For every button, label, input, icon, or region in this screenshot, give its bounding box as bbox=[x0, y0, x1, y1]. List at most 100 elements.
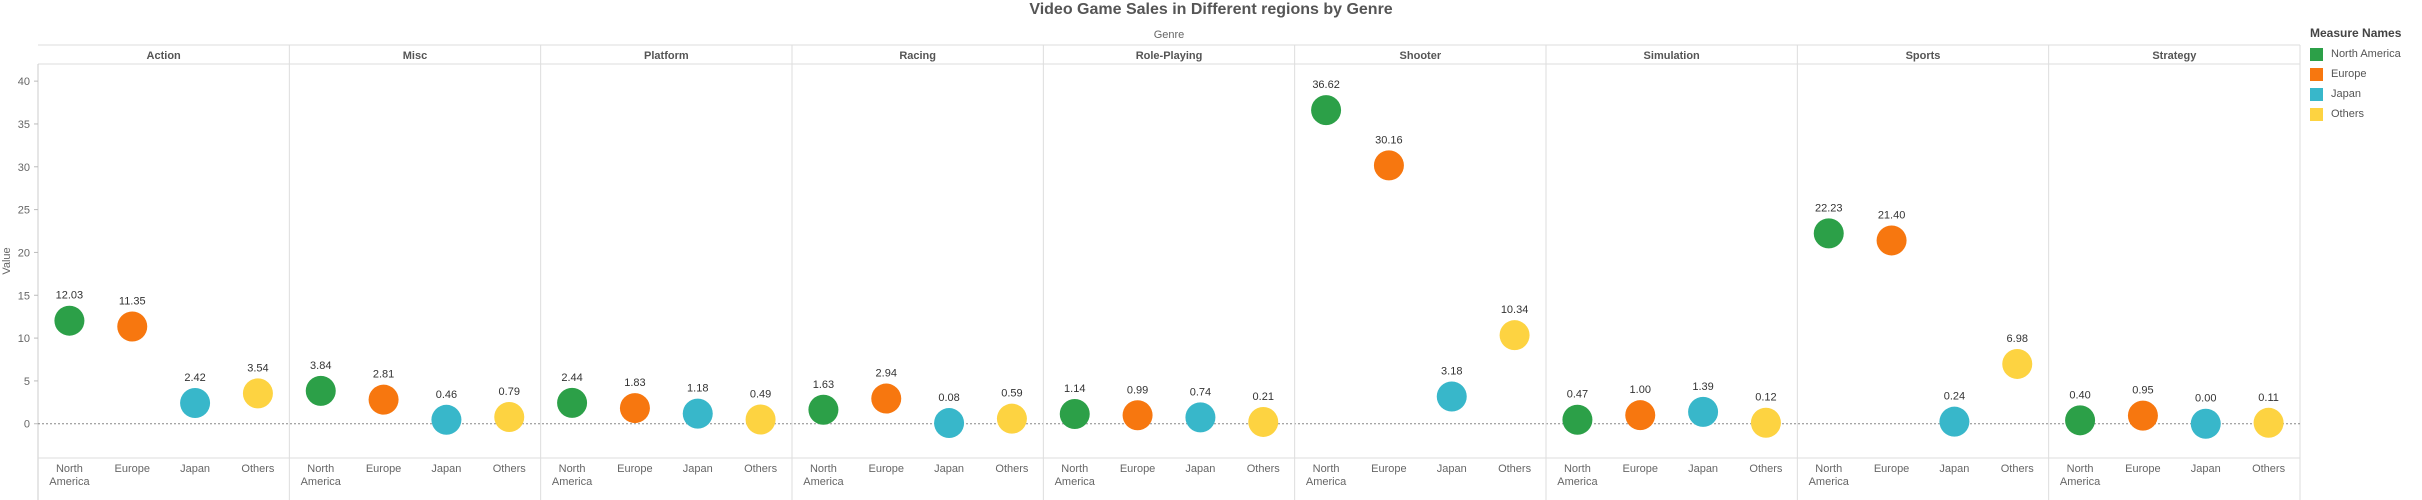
genre-header-sports: Sports bbox=[1906, 50, 1941, 62]
y-axis-title: Value bbox=[1, 247, 13, 274]
data-label: 0.59 bbox=[1001, 388, 1022, 400]
legend-label-others: Others bbox=[2331, 108, 2365, 120]
x-tick-label: Europe bbox=[1623, 463, 1658, 475]
x-tick-label: Europe bbox=[1120, 463, 1155, 475]
data-label: 11.35 bbox=[119, 296, 146, 308]
x-tick-label: North bbox=[1313, 463, 1340, 475]
data-label: 2.44 bbox=[561, 372, 582, 384]
x-tick-label: Europe bbox=[1874, 463, 1909, 475]
x-tick-label: Others bbox=[744, 463, 778, 475]
point-others-sports bbox=[2002, 348, 2033, 379]
x-tick-label: America bbox=[49, 476, 90, 488]
point-north-america-strategy bbox=[2065, 405, 2096, 436]
x-tick-label: Europe bbox=[617, 463, 652, 475]
data-label: 2.94 bbox=[876, 368, 897, 380]
point-japan-action bbox=[180, 388, 211, 419]
genre-header-shooter: Shooter bbox=[1400, 50, 1442, 62]
genre-header-role-playing: Role-Playing bbox=[1136, 50, 1203, 62]
point-japan-sports bbox=[1939, 406, 1970, 437]
data-label: 1.18 bbox=[687, 383, 708, 395]
y-tick-label: 15 bbox=[18, 290, 30, 302]
y-tick-label: 5 bbox=[24, 376, 30, 388]
data-label: 6.98 bbox=[2007, 333, 2028, 345]
x-tick-label: America bbox=[552, 476, 593, 488]
point-north-america-sports bbox=[1813, 218, 1844, 249]
data-label: 0.11 bbox=[2258, 392, 2279, 404]
x-tick-label: North bbox=[1815, 463, 1842, 475]
x-tick-label: North bbox=[307, 463, 334, 475]
legend-item-north-america[interactable]: North America bbox=[2310, 45, 2401, 63]
x-tick-label: Japan bbox=[683, 463, 713, 475]
point-others-misc bbox=[494, 401, 525, 432]
data-label: 22.23 bbox=[1815, 202, 1843, 214]
point-north-america-role-playing bbox=[1059, 398, 1090, 429]
data-label: 12.03 bbox=[56, 290, 84, 302]
point-japan-racing bbox=[934, 408, 965, 439]
x-tick-label: Japan bbox=[431, 463, 461, 475]
point-others-action bbox=[242, 378, 273, 409]
data-label: 0.46 bbox=[436, 389, 457, 401]
x-tick-label: Japan bbox=[180, 463, 210, 475]
point-north-america-platform bbox=[557, 387, 588, 418]
x-tick-label: North bbox=[559, 463, 586, 475]
data-label: 0.47 bbox=[1567, 389, 1588, 401]
x-tick-label: Europe bbox=[366, 463, 401, 475]
data-label: 0.12 bbox=[1755, 392, 1776, 404]
data-label: 3.84 bbox=[310, 360, 331, 372]
data-label: 0.40 bbox=[2069, 389, 2090, 401]
point-japan-shooter bbox=[1436, 381, 1467, 412]
point-japan-simulation bbox=[1688, 396, 1719, 427]
legend-label-europe: Europe bbox=[2331, 68, 2367, 80]
x-tick-label: Europe bbox=[115, 463, 150, 475]
x-tick-label: Others bbox=[2252, 463, 2286, 475]
data-label: 0.79 bbox=[499, 386, 520, 398]
point-europe-sports bbox=[1876, 225, 1907, 256]
legend-item-others[interactable]: Others bbox=[2310, 105, 2401, 123]
point-europe-racing bbox=[871, 383, 902, 414]
legend: Measure Names North America Europe Japan… bbox=[2310, 26, 2401, 125]
data-label: 2.42 bbox=[184, 372, 205, 384]
point-japan-strategy bbox=[2190, 408, 2221, 439]
data-label: 1.14 bbox=[1064, 383, 1085, 395]
x-tick-label: America bbox=[2060, 476, 2101, 488]
legend-swatch-north-america bbox=[2310, 47, 2323, 61]
y-tick-label: 0 bbox=[24, 419, 30, 431]
x-tick-label: Others bbox=[995, 463, 1029, 475]
data-label: 36.62 bbox=[1312, 79, 1340, 91]
data-label: 1.63 bbox=[813, 379, 834, 391]
data-label: 0.49 bbox=[750, 389, 771, 401]
point-japan-misc bbox=[431, 404, 462, 435]
data-label: 0.21 bbox=[1253, 391, 1274, 403]
data-label: 3.18 bbox=[1441, 366, 1462, 378]
x-tick-label: America bbox=[1809, 476, 1850, 488]
data-label: 0.74 bbox=[1190, 386, 1211, 398]
point-others-role-playing bbox=[1248, 406, 1279, 437]
legend-item-japan[interactable]: Japan bbox=[2310, 85, 2401, 103]
genre-header-action: Action bbox=[147, 50, 182, 62]
genre-header-strategy: Strategy bbox=[2152, 50, 2197, 62]
point-japan-role-playing bbox=[1185, 402, 1216, 433]
y-tick-label: 40 bbox=[18, 76, 30, 88]
point-others-platform bbox=[745, 404, 776, 435]
data-label: 2.81 bbox=[373, 369, 394, 381]
legend-item-europe[interactable]: Europe bbox=[2310, 65, 2401, 83]
x-tick-label: Europe bbox=[869, 463, 904, 475]
point-europe-strategy bbox=[2127, 400, 2158, 431]
x-tick-label: Japan bbox=[1437, 463, 1467, 475]
legend-label-north-america: North America bbox=[2331, 48, 2401, 60]
legend-swatch-europe bbox=[2310, 67, 2323, 81]
x-tick-label: Others bbox=[493, 463, 527, 475]
x-tick-label: Japan bbox=[1185, 463, 1215, 475]
point-north-america-misc bbox=[305, 375, 336, 406]
y-tick-label: 35 bbox=[18, 119, 30, 131]
data-label: 21.40 bbox=[1878, 209, 1906, 221]
x-tick-label: Japan bbox=[934, 463, 964, 475]
data-label: 3.54 bbox=[247, 362, 268, 374]
point-europe-misc bbox=[368, 384, 399, 415]
data-label: 1.83 bbox=[624, 377, 645, 389]
point-europe-shooter bbox=[1373, 150, 1404, 181]
x-tick-label: North bbox=[1061, 463, 1088, 475]
x-tick-label: Others bbox=[1498, 463, 1532, 475]
x-tick-label: North bbox=[2067, 463, 2094, 475]
